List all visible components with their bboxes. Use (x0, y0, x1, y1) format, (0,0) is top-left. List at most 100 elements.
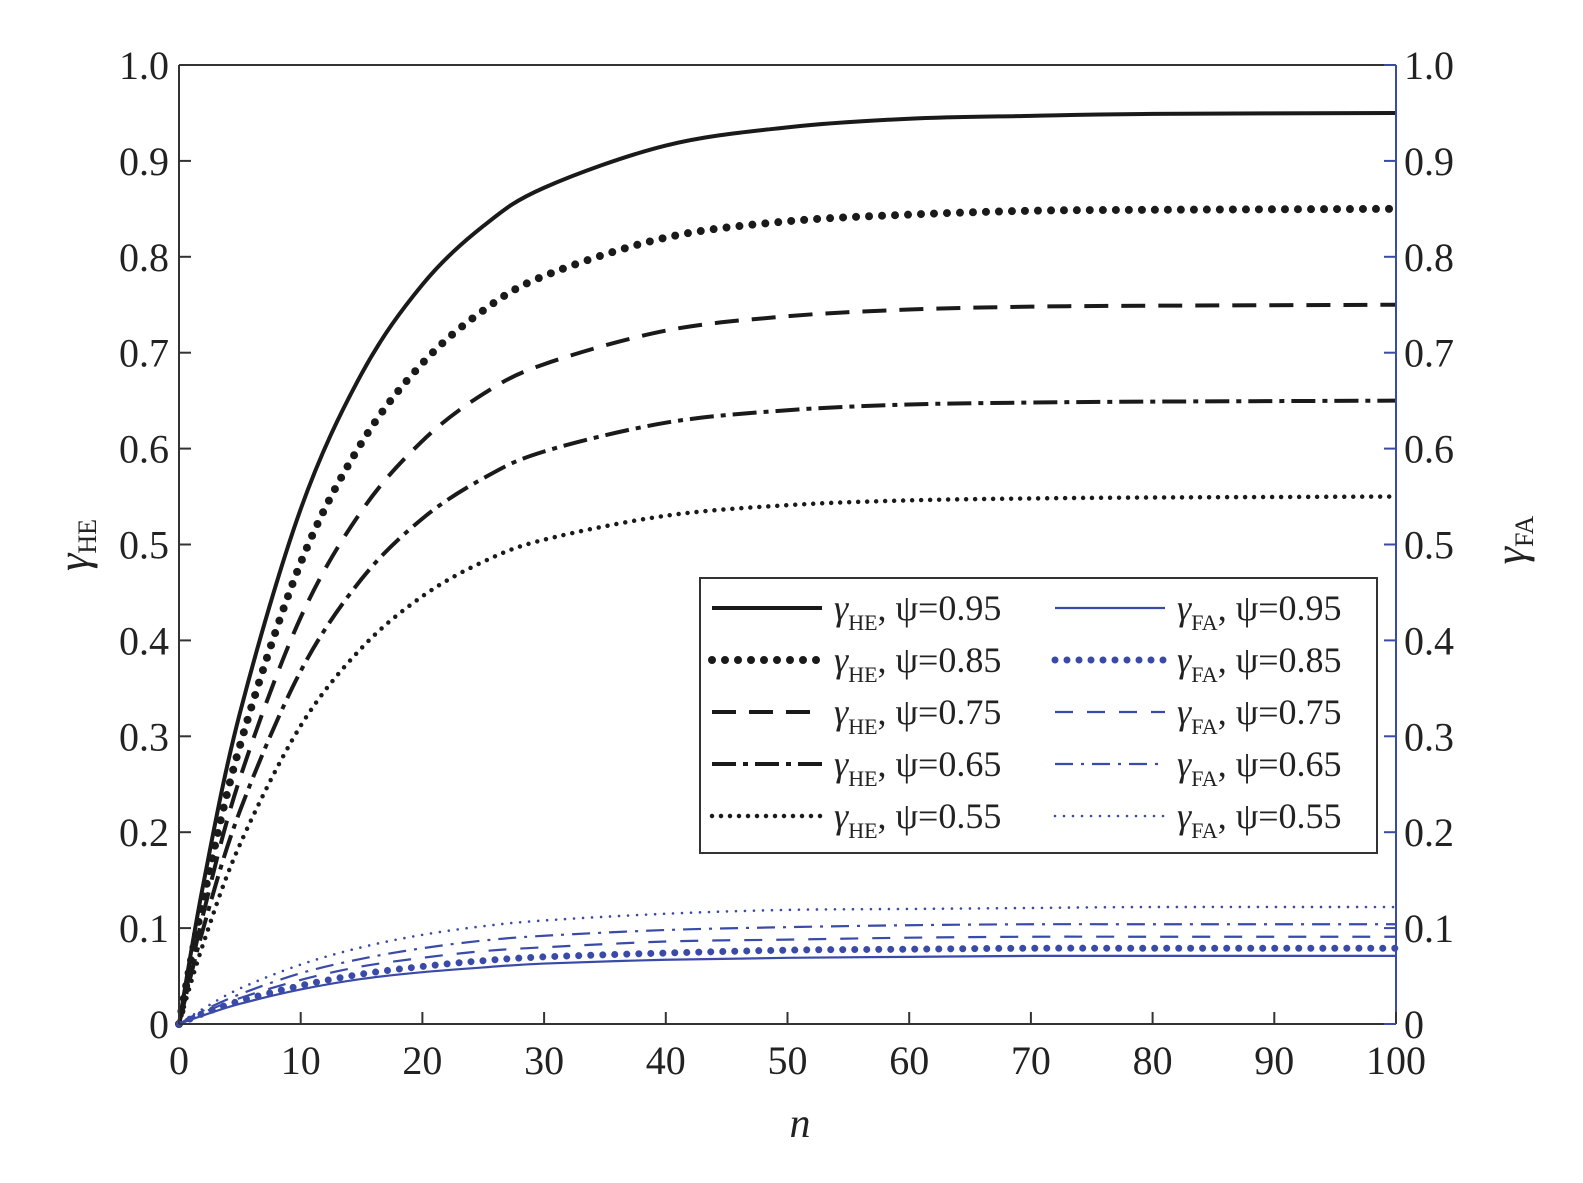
y-right-label-sub: FA (1510, 515, 1539, 547)
series-line-he-solid (177, 110, 1397, 1025)
legend-entry: γHE, ψ=0.75 (712, 692, 1001, 739)
y-tick-label-left: 0.7 (119, 331, 169, 376)
legend-param: , ψ=0.65 (1218, 744, 1342, 784)
series-line-fa-solid (178, 954, 1396, 1026)
legend-label: γHE, ψ=0.75 (834, 692, 1001, 739)
y-tick-label-left: 0.6 (119, 427, 169, 472)
axes-layer: 0 10 20 30 40 50 60 70 80 90 10000.10.20.30.40.50.… (119, 43, 1454, 1083)
legend-sub: HE (848, 766, 877, 791)
y-tick-label-right: 0.7 (1404, 331, 1454, 376)
legend-symbol: γ (834, 796, 849, 836)
legend-entry: γFA, ψ=0.85 (1051, 640, 1342, 687)
y-tick-label-right: 0.8 (1404, 235, 1454, 280)
legend-sub: FA (1191, 818, 1218, 843)
legend-sub: FA (1191, 610, 1218, 635)
x-tick-label: 100 (1366, 1038, 1426, 1083)
x-tick-label: 40 (646, 1038, 686, 1083)
x-tick-label: 90 (1254, 1038, 1294, 1083)
legend-symbol: γ (1177, 588, 1192, 628)
legend-sub: FA (1191, 662, 1218, 687)
y-label-sub: HE (73, 519, 102, 554)
legend-symbol: γ (1177, 692, 1192, 732)
y-tick-label-right: 0 (1404, 1002, 1424, 1047)
x-tick-label: 20 (402, 1038, 442, 1083)
legend-param: , ψ=0.95 (878, 588, 1002, 628)
x-tick-label: 10 (281, 1038, 321, 1083)
legend-entry: γHE, ψ=0.55 (709, 796, 1001, 843)
legend-entry: γFA, ψ=0.95 (1055, 588, 1342, 635)
y-axis-label-right: γFA (1486, 515, 1539, 564)
legend-sub: FA (1191, 766, 1218, 791)
y-tick-label-left: 0.4 (119, 618, 169, 663)
y-tick-label-right: 0.9 (1404, 139, 1454, 184)
series-line-he-dashed (177, 302, 1397, 1025)
x-tick-label: 30 (524, 1038, 564, 1083)
legend-symbol: γ (1177, 796, 1192, 836)
legend-param: , ψ=0.75 (878, 692, 1002, 732)
legend-entry: γHE, ψ=0.65 (712, 744, 1001, 791)
legend-entry: γHE, ψ=0.85 (708, 640, 1001, 687)
y-tick-label-right: 0.3 (1404, 714, 1454, 759)
legend-param: , ψ=0.85 (1218, 640, 1342, 680)
legend-sub: FA (1191, 714, 1218, 739)
y-tick-label-right: 0.2 (1404, 810, 1454, 855)
legend-label: γFA, ψ=0.55 (1177, 796, 1342, 843)
legend-param: , ψ=0.65 (878, 744, 1002, 784)
y-tick-label-left: 0.1 (119, 906, 169, 951)
series-line-he-dash-dot (177, 398, 1397, 1025)
series-layer (175, 110, 1400, 1028)
y-tick-label-left: 0.2 (119, 810, 169, 855)
y-right-label-symbol: γ (1486, 545, 1535, 564)
y-tick-label-left: 0.8 (119, 235, 169, 280)
y-axis-label-left: γHE (49, 519, 102, 571)
legend-symbol: γ (834, 588, 849, 628)
legend-sub: HE (848, 818, 877, 843)
series-line-fa-dashed (178, 935, 1396, 1025)
legend-label: γFA, ψ=0.65 (1177, 744, 1342, 791)
y-tick-label-right: 0.1 (1404, 906, 1454, 951)
legend-symbol: γ (834, 640, 849, 680)
legend-symbol: γ (1177, 640, 1192, 680)
x-tick-label: 50 (768, 1038, 808, 1083)
legend-symbol: γ (834, 744, 849, 784)
legend-entry: γFA, ψ=0.55 (1053, 796, 1342, 843)
legend-label: γHE, ψ=0.95 (834, 588, 1001, 635)
legend-label: γHE, ψ=0.55 (834, 796, 1001, 843)
legend-param: , ψ=0.75 (1218, 692, 1342, 732)
y-tick-label-left: 0.3 (119, 714, 169, 759)
y-tick-label-right: 0.6 (1404, 427, 1454, 472)
svg-text:γFA: γFA (1486, 515, 1539, 564)
legend-label: γFA, ψ=0.75 (1177, 692, 1342, 739)
y-tick-label-left: 0.9 (119, 139, 169, 184)
legend-sub: HE (848, 662, 877, 687)
legend-label: γHE, ψ=0.65 (834, 744, 1001, 791)
legend-symbol: γ (834, 692, 849, 732)
y-label-symbol: γ (49, 552, 98, 571)
x-tick-label: 80 (1133, 1038, 1173, 1083)
y-tick-label-right: 0.4 (1404, 618, 1454, 663)
series-line-fa-dash-dot (178, 923, 1396, 1025)
svg-text:γHE: γHE (49, 519, 102, 571)
legend-box (699, 577, 1378, 854)
legend-param: , ψ=0.55 (878, 796, 1002, 836)
x-tick-label: 70 (1011, 1038, 1051, 1083)
y-tick-label-right: 0.5 (1404, 523, 1454, 568)
legend-entry: γFA, ψ=0.65 (1055, 744, 1342, 791)
legend-param: , ψ=0.85 (878, 640, 1002, 680)
legend-sub: HE (848, 610, 877, 635)
x-axis-label: n (790, 1101, 811, 1147)
y-tick-label-left: 0 (149, 1002, 169, 1047)
legend-param: , ψ=0.95 (1218, 588, 1342, 628)
legend-entry: γFA, ψ=0.75 (1055, 692, 1342, 739)
legend-param: , ψ=0.55 (1218, 796, 1342, 836)
x-tick-label: 0 (169, 1038, 189, 1083)
x-tick-label: 60 (889, 1038, 929, 1083)
legend-sub: HE (848, 714, 877, 739)
y-tick-label-left: 1.0 (119, 43, 169, 88)
legend-label: γHE, ψ=0.85 (834, 640, 1001, 687)
series-line-he-dotted (176, 494, 1399, 1027)
legend-label: γFA, ψ=0.85 (1177, 640, 1342, 687)
legend-symbol: γ (1177, 744, 1192, 784)
